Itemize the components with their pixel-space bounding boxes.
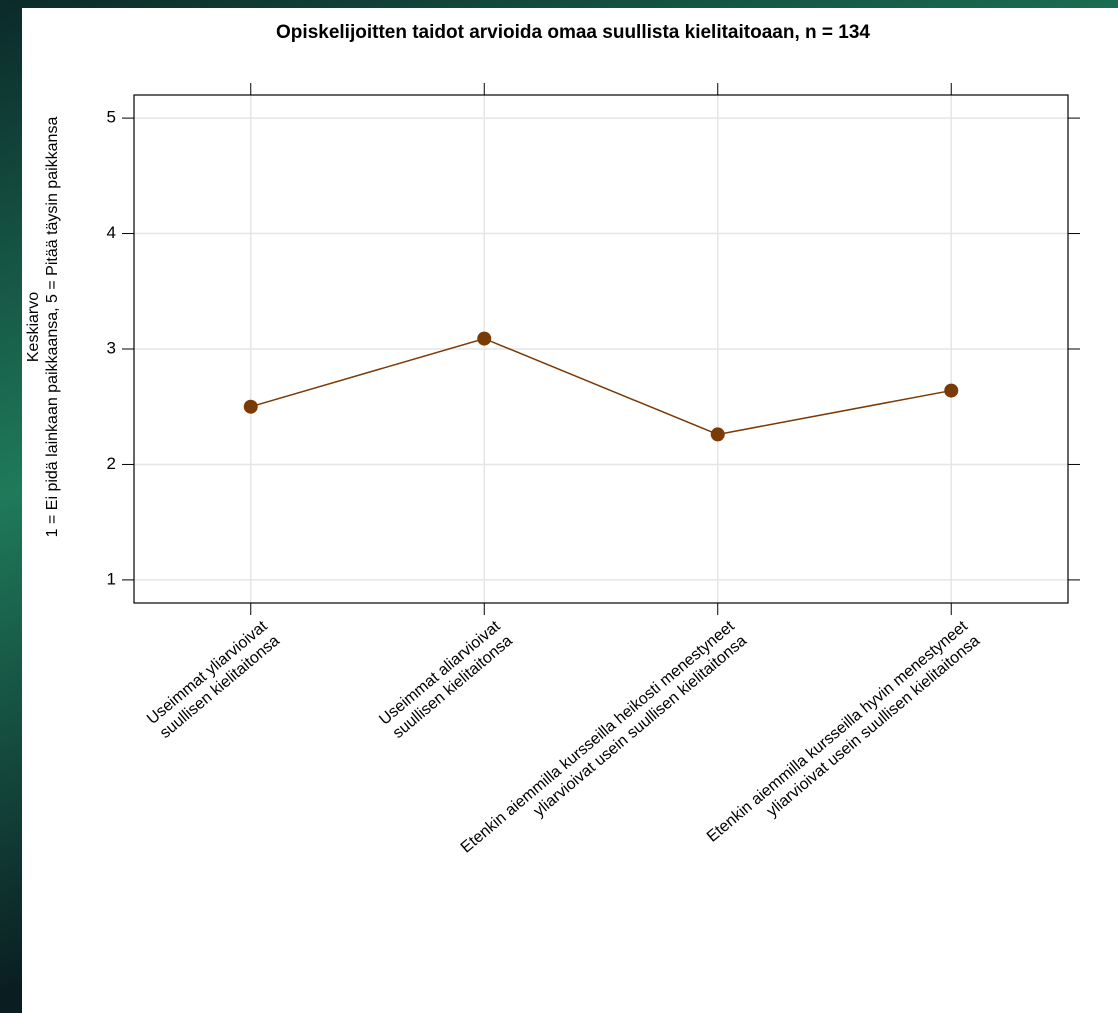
y-axis-label: Keskiarvo 1 = Ei pidä lainkaan paikkaans… (25, 116, 61, 538)
y-tick-label: 3 (107, 338, 116, 357)
point (944, 383, 959, 398)
chart-panel (22, 8, 1118, 1013)
point (477, 331, 492, 346)
plot-frame (133, 94, 1069, 604)
point (710, 427, 725, 442)
line (250, 337, 952, 436)
chart-title: Opiskelijoitten taidot arvioida omaa suu… (276, 22, 870, 43)
y-tick-label: 5 (107, 108, 116, 127)
y-tick-label: 4 (107, 223, 116, 242)
y-tick-label: 1 (107, 569, 116, 588)
point (243, 399, 258, 414)
y-tick-label: 2 (107, 454, 116, 473)
